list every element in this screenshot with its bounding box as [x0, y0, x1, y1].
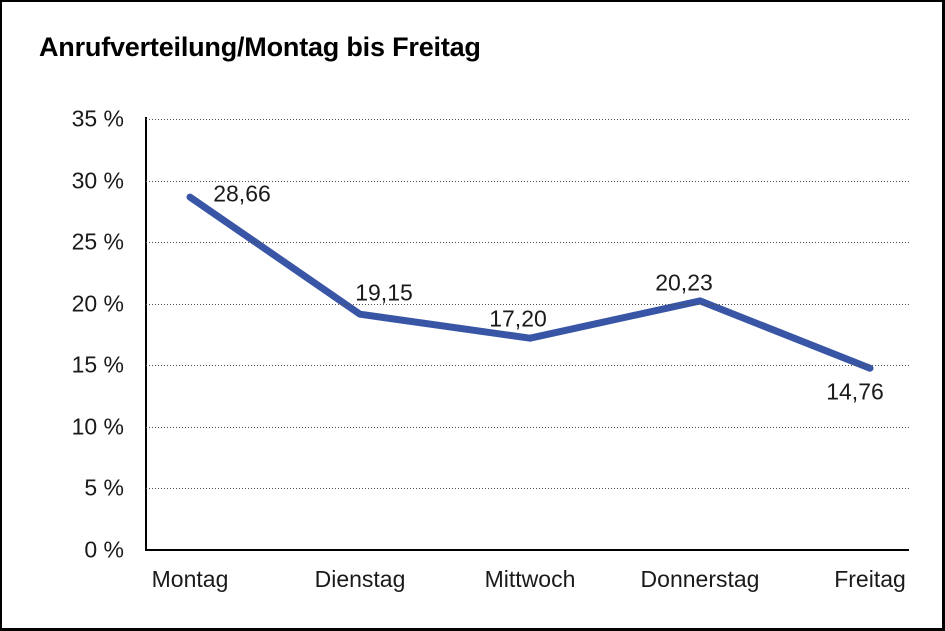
y-tick-label: 20 % [71, 290, 124, 317]
data-point-label: 28,66 [213, 180, 271, 207]
data-point-label: 20,23 [655, 269, 713, 296]
y-axis-line [145, 117, 147, 551]
data-point-label: 14,76 [826, 378, 884, 405]
y-tick-label: 35 % [71, 105, 124, 132]
x-axis-label: Mittwoch [484, 566, 576, 592]
x-axis-label: Montag [151, 566, 229, 592]
gridline [146, 119, 909, 120]
gridline [146, 365, 909, 366]
y-tick-label: 25 % [71, 228, 124, 255]
gridline [146, 427, 909, 428]
gridline [146, 181, 909, 182]
x-axis-label: Freitag [834, 566, 906, 592]
y-tick-label: 0 % [84, 536, 124, 563]
line-chart-svg [186, 193, 874, 372]
y-tick-label: 5 % [84, 474, 124, 501]
x-axis-label: Donnerstag [640, 566, 760, 592]
data-point-label: 19,15 [355, 279, 413, 306]
plot-area: 28,66 19,15 17,20 20,23 14,76 [146, 119, 909, 550]
series-line [186, 193, 874, 372]
y-tick-label: 10 % [71, 413, 124, 440]
x-axis-label: Dienstag [314, 566, 406, 592]
gridline [146, 488, 909, 489]
chart-title: Anrufverteilung/Montag bis Freitag [39, 32, 481, 62]
gridline [146, 242, 909, 243]
data-point-label: 17,20 [489, 305, 547, 332]
y-tick-label: 30 % [71, 167, 124, 194]
x-axis-line [145, 549, 909, 551]
gridline [146, 304, 909, 305]
y-tick-label: 15 % [71, 351, 124, 378]
